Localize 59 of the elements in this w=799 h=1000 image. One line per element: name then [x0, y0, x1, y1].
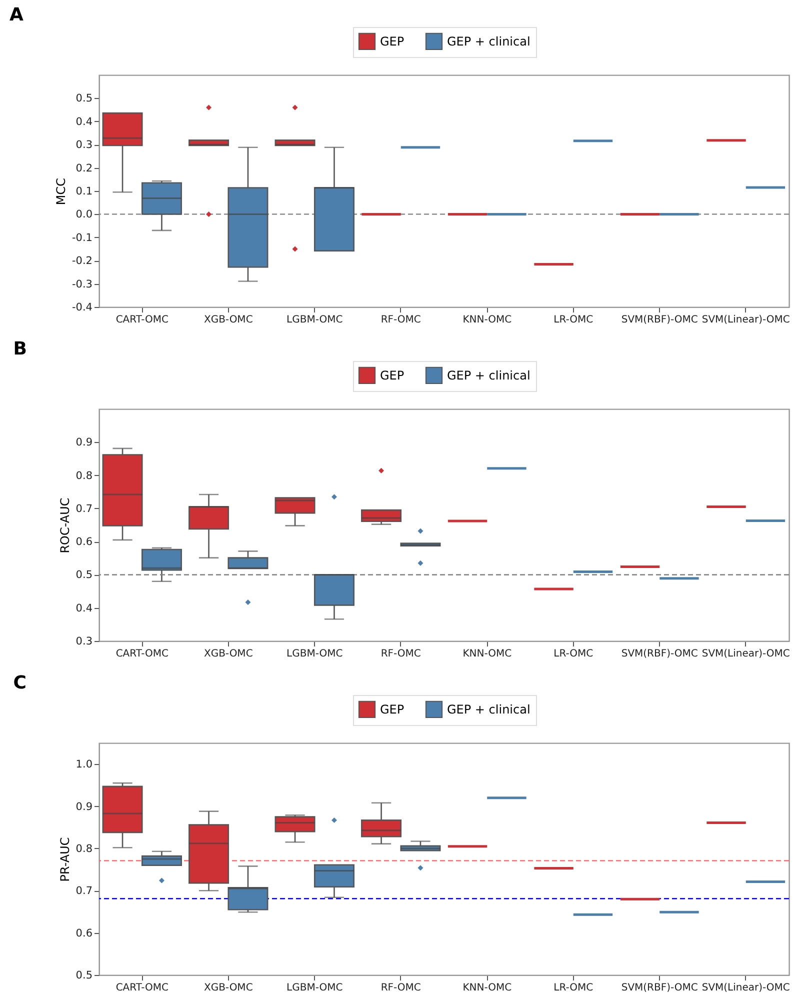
y-tick-label: 0.1 — [76, 186, 92, 198]
x-tick-label: RF-OMC — [380, 982, 421, 994]
y-tick-label: -0.4 — [72, 302, 93, 314]
x-tick-label: RF-OMC — [380, 648, 421, 660]
x-tick-label: LGBM-OMC — [286, 982, 343, 994]
x-tick-label: KNN-OMC — [462, 314, 512, 326]
y-tick-label: 0.7 — [76, 885, 92, 898]
y-tick-label: 0.9 — [76, 436, 92, 449]
y-tick-label: 0.0 — [76, 208, 92, 221]
x-tick-label: CART-OMC — [116, 314, 168, 326]
y-tick-label: 0.2 — [76, 162, 92, 174]
x-tick-label: XGB-OMC — [204, 982, 253, 994]
x-tick-label: SVM(Linear)-OMC — [702, 648, 790, 660]
y-tick-label: 0.5 — [76, 970, 92, 982]
x-tick-label: CART-OMC — [116, 982, 168, 994]
y-tick-label: 0.4 — [76, 116, 93, 128]
x-tick-label: SVM(Linear)-OMC — [702, 982, 790, 994]
y-tick-label: 0.8 — [76, 470, 92, 482]
y-tick-label: 0.7 — [76, 502, 92, 515]
chart-title: B — [13, 338, 28, 360]
x-tick-label: SVM(RBF)-OMC — [621, 314, 698, 326]
x-tick-label: SVM(Linear)-OMC — [702, 314, 790, 326]
legend-label: GEP — [380, 34, 404, 48]
y-tick-label: -0.1 — [72, 232, 92, 244]
y-tick-label: 0.6 — [76, 927, 93, 940]
y-tick-label: 1.0 — [76, 758, 92, 771]
x-tick-label: XGB-OMC — [204, 648, 253, 660]
x-tick-label: LR-OMC — [554, 648, 594, 660]
x-tick-label: SVM(RBF)-OMC — [621, 648, 698, 660]
x-tick-label: KNN-OMC — [462, 648, 512, 660]
x-tick-label: SVM(RBF)-OMC — [621, 982, 698, 994]
legend-label: GEP + clinical — [447, 702, 530, 716]
y-tick-label: 0.5 — [76, 92, 92, 105]
x-tick-label: LGBM-OMC — [286, 314, 343, 326]
x-tick-label: XGB-OMC — [204, 314, 253, 326]
y-tick-label: -0.2 — [72, 255, 92, 268]
legend-label: GEP — [380, 702, 404, 716]
y-tick-label: -0.3 — [72, 278, 92, 290]
y-tick-label: 0.3 — [76, 139, 92, 152]
y-tick-label: 0.3 — [76, 636, 92, 648]
legend-label: GEP + clinical — [447, 34, 530, 48]
x-tick-label: LR-OMC — [554, 982, 594, 994]
y-axis-title: ROC-AUC — [58, 498, 72, 554]
x-tick-label: CART-OMC — [116, 648, 168, 660]
y-tick-label: 0.6 — [76, 536, 93, 548]
y-tick-label: 0.8 — [76, 842, 92, 855]
y-tick-label: 0.9 — [76, 800, 92, 813]
y-axis-title: MCC — [54, 178, 68, 206]
chart-title: A — [10, 4, 24, 26]
legend-label: GEP — [380, 368, 404, 382]
y-tick-label: 0.5 — [76, 569, 92, 582]
x-tick-label: RF-OMC — [380, 314, 421, 326]
chart-title: C — [13, 672, 27, 694]
x-tick-label: LGBM-OMC — [286, 648, 343, 660]
y-axis-title: PR-AUC — [58, 837, 72, 882]
x-tick-label: LR-OMC — [554, 314, 594, 326]
x-tick-label: KNN-OMC — [462, 982, 512, 994]
y-tick-label: 0.4 — [76, 602, 93, 614]
legend-label: GEP + clinical — [447, 368, 530, 382]
